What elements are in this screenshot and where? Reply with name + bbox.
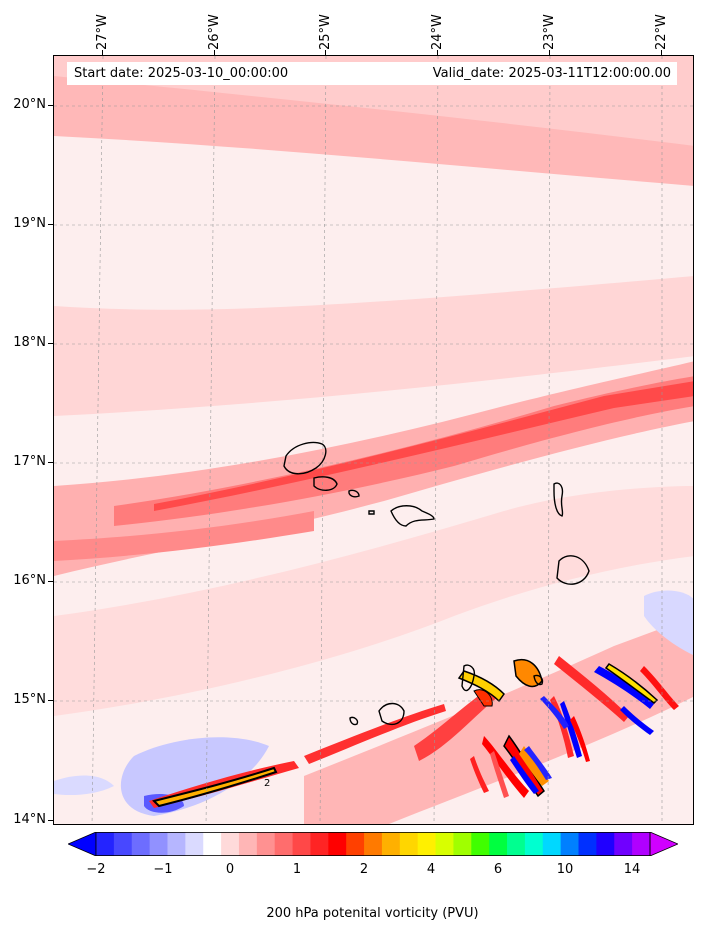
colorbar-extend-high	[649, 832, 678, 856]
valid-date-label: Valid_date: 2025-03-11T12:00:00.00	[432, 66, 671, 81]
colorbar-segment	[542, 832, 562, 856]
colorbar-tick-label: −1	[153, 862, 173, 877]
colorbar-segment	[364, 832, 383, 856]
colorbar-segment	[560, 832, 580, 856]
lon-label-22w: 22°W	[654, 14, 669, 50]
lat-label-18n: 18°N	[13, 335, 46, 350]
colorbar-border	[95, 832, 651, 856]
colorbar-segment	[471, 832, 490, 856]
colorbar-segment	[632, 832, 651, 856]
lat-label-19n: 19°N	[13, 216, 46, 231]
colorbar-segment	[489, 832, 508, 856]
colorbar-segment	[256, 832, 276, 856]
colorbar-segment	[381, 832, 401, 856]
colorbar	[68, 832, 678, 856]
graticule	[54, 56, 693, 824]
colorbar-segment	[113, 832, 133, 856]
colorbar-segment	[292, 832, 311, 856]
colorbar-segment	[614, 832, 633, 856]
lon-label-25w: 25°W	[318, 14, 333, 50]
lon-tick	[661, 50, 662, 55]
lat-label-17n: 17°N	[13, 454, 46, 469]
lat-tick	[48, 581, 53, 582]
lat-label-14n: 14°N	[13, 812, 46, 827]
colorbar-segment	[221, 832, 240, 856]
wave-train	[414, 656, 679, 798]
colorbar-tick-label: −2	[86, 862, 106, 877]
lat-tick	[48, 343, 53, 344]
colorbar-segment	[149, 832, 168, 856]
colorbar-segment	[131, 832, 151, 856]
colorbar-segment	[578, 832, 597, 856]
lat-tick	[48, 462, 53, 463]
colorbar-extend-low	[68, 832, 97, 856]
lat-tick	[48, 224, 53, 225]
colorbar-segment	[453, 832, 472, 856]
colorbar-segment	[399, 832, 419, 856]
lat-label-15n: 15°N	[13, 692, 46, 707]
colorbar-segment	[435, 832, 454, 856]
start-date-label: Start date: 2025-03-10_00:00:00	[74, 66, 289, 81]
colorbar-tick-label: 6	[493, 862, 503, 877]
date-info-box: Start date: 2025-03-10_00:00:00 Valid_da…	[67, 62, 677, 85]
coastlines	[283, 441, 590, 726]
lon-label-24w: 24°W	[430, 14, 445, 50]
colorbar-segment	[346, 832, 365, 856]
colorbar-tick-label: 10	[556, 862, 574, 877]
colorbar-segment	[328, 832, 347, 856]
colorbar-tick-label: 0	[225, 862, 235, 877]
colorbar-tick-label: 2	[359, 862, 369, 877]
lon-tick	[437, 50, 438, 55]
colorbar-segment	[417, 832, 437, 856]
colorbar-segment	[185, 832, 204, 856]
colorbar-segment	[310, 832, 329, 856]
colorbar-segment	[203, 832, 222, 856]
contour-label: 2	[264, 778, 270, 789]
colorbar-segment	[238, 832, 258, 856]
colorbar-segment	[167, 832, 186, 856]
lon-tick	[549, 50, 550, 55]
lat-tick	[48, 700, 53, 701]
lon-tick	[214, 50, 215, 55]
lat-tick	[48, 820, 53, 821]
colorbar-segment	[596, 832, 615, 856]
lon-label-27w: 27°W	[95, 14, 110, 50]
lat-label-20n: 20°N	[13, 97, 46, 112]
map-panel[interactable]: 2	[53, 55, 694, 825]
colorbar-tick-label: 4	[426, 862, 436, 877]
colorbar-segment	[507, 832, 526, 856]
lon-label-26w: 26°W	[207, 14, 222, 50]
colorbar-tick-label: 14	[623, 862, 641, 877]
colorbar-segment	[274, 832, 294, 856]
lon-tick	[325, 50, 326, 55]
lat-label-16n: 16°N	[13, 573, 46, 588]
lat-tick	[48, 105, 53, 106]
colorbar-segment	[524, 832, 544, 856]
colorbar-tick-label: 1	[292, 862, 302, 877]
lon-tick	[102, 50, 103, 55]
colorbar-title: 200 hPa potenital vorticity (PVU)	[266, 906, 479, 921]
colorbar-segment	[96, 832, 115, 856]
pv-field-map: 2	[54, 56, 693, 824]
lon-label-23w: 23°W	[542, 14, 557, 50]
